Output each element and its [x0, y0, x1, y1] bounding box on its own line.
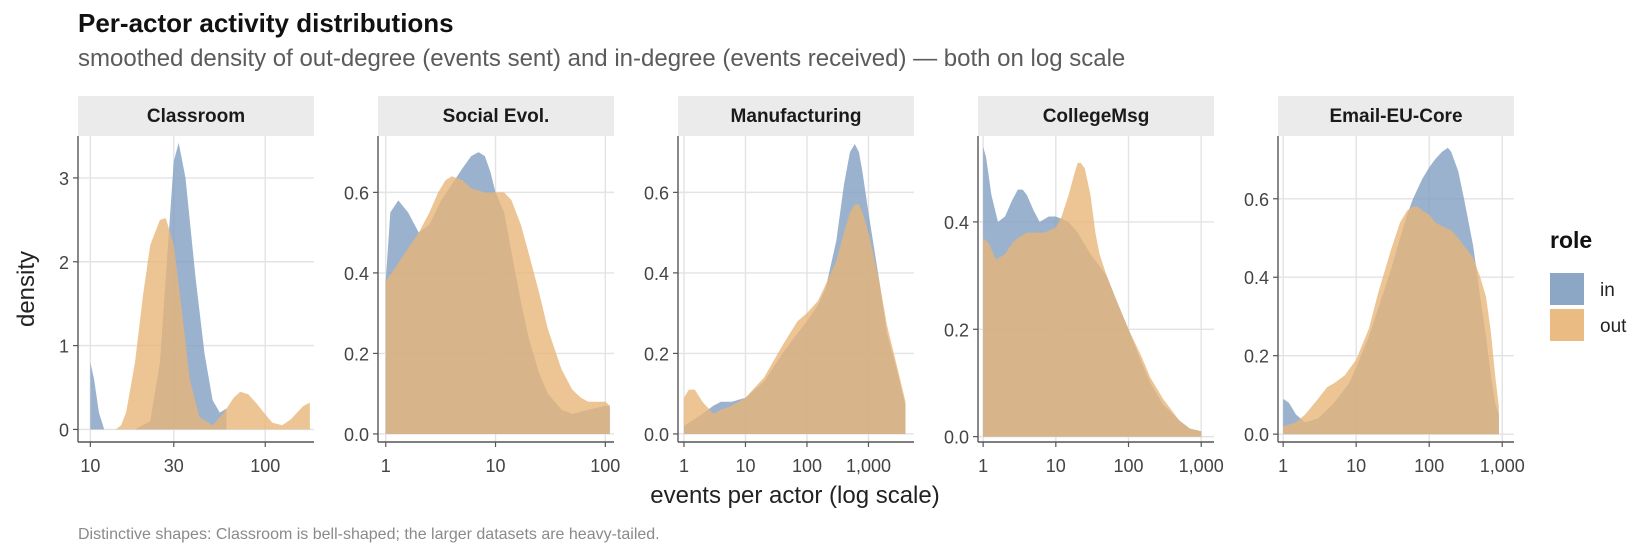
x-tick-label: 1	[381, 456, 391, 476]
chart-subtitle: smoothed density of out-degree (events s…	[78, 45, 1126, 72]
facet-strip-collegemsg	[978, 96, 1214, 136]
x-tick-label: 10	[1046, 456, 1066, 476]
x-tick-label: 1	[1278, 456, 1288, 476]
y-tick-label: 1	[59, 337, 69, 357]
y-axis-title: density	[13, 251, 40, 327]
y-tick-label: 0.4	[344, 264, 369, 284]
y-tick-label: 2	[59, 253, 69, 273]
legend-label-out: out	[1600, 316, 1627, 337]
density-area-out-classroom	[115, 218, 310, 430]
y-tick-label: 0.0	[944, 428, 969, 448]
chart-caption: Distinctive shapes: Classroom is bell-sh…	[78, 526, 660, 543]
y-tick-label: 0.2	[344, 344, 369, 364]
density-area-out-social-evol	[385, 176, 610, 434]
density-area-in-classroom	[90, 142, 227, 430]
facet-strip-email-eu-core	[1278, 96, 1514, 136]
y-tick-label: 0.6	[644, 183, 669, 203]
y-tick-label: 3	[59, 169, 69, 189]
legend-key-out	[1550, 309, 1584, 341]
density-area-out-collegemsg	[983, 162, 1202, 437]
facet-label-manufacturing: Manufacturing	[731, 106, 862, 127]
facet-strip-social-evol	[378, 96, 614, 136]
chart-title: Per-actor activity distributions	[78, 8, 454, 38]
x-tick-label: 100	[1113, 456, 1143, 476]
y-tick-label: 0.4	[644, 264, 669, 284]
y-tick-label: 0.2	[944, 320, 969, 340]
legend-label-in: in	[1600, 280, 1615, 301]
legend-key-in	[1550, 273, 1584, 305]
density-area-out-manufacturing	[683, 204, 906, 434]
x-tick-label: 1,000	[1480, 456, 1525, 476]
x-tick-label: 1	[978, 456, 988, 476]
facet-label-email-eu-core: Email-EU-Core	[1329, 106, 1462, 127]
x-tick-label: 1,000	[846, 456, 891, 476]
y-tick-label: 0.2	[644, 344, 669, 364]
y-tick-label: 0	[59, 420, 69, 440]
facet-label-collegemsg: CollegeMsg	[1043, 106, 1150, 127]
facet-strip-manufacturing	[678, 96, 914, 136]
y-tick-label: 0.0	[344, 425, 369, 445]
y-tick-label: 0.2	[1244, 347, 1269, 367]
x-tick-label: 1,000	[1179, 456, 1224, 476]
y-tick-label: 0.4	[944, 213, 969, 233]
x-tick-label: 10	[1346, 456, 1366, 476]
x-tick-label: 10	[80, 456, 100, 476]
legend-title: role	[1550, 227, 1592, 253]
x-axis-title: events per actor (log scale)	[650, 482, 939, 509]
facet-strip-classroom	[78, 96, 314, 136]
y-tick-label: 0.6	[1244, 190, 1269, 210]
x-tick-label: 100	[792, 456, 822, 476]
density-area-out-email-eu-core	[1283, 206, 1499, 435]
y-tick-label: 0.4	[1244, 268, 1269, 288]
x-tick-label: 10	[486, 456, 506, 476]
facet-label-social-evol: Social Evol.	[443, 106, 550, 127]
x-tick-label: 30	[164, 456, 184, 476]
x-tick-label: 10	[735, 456, 755, 476]
x-tick-label: 1	[679, 456, 689, 476]
facet-label-classroom: Classroom	[147, 106, 245, 127]
y-tick-label: 0.6	[344, 183, 369, 203]
y-tick-label: 0.0	[1244, 425, 1269, 445]
y-tick-label: 0.0	[644, 425, 669, 445]
x-tick-label: 100	[1414, 456, 1444, 476]
x-tick-label: 100	[590, 456, 620, 476]
x-tick-label: 100	[250, 456, 280, 476]
